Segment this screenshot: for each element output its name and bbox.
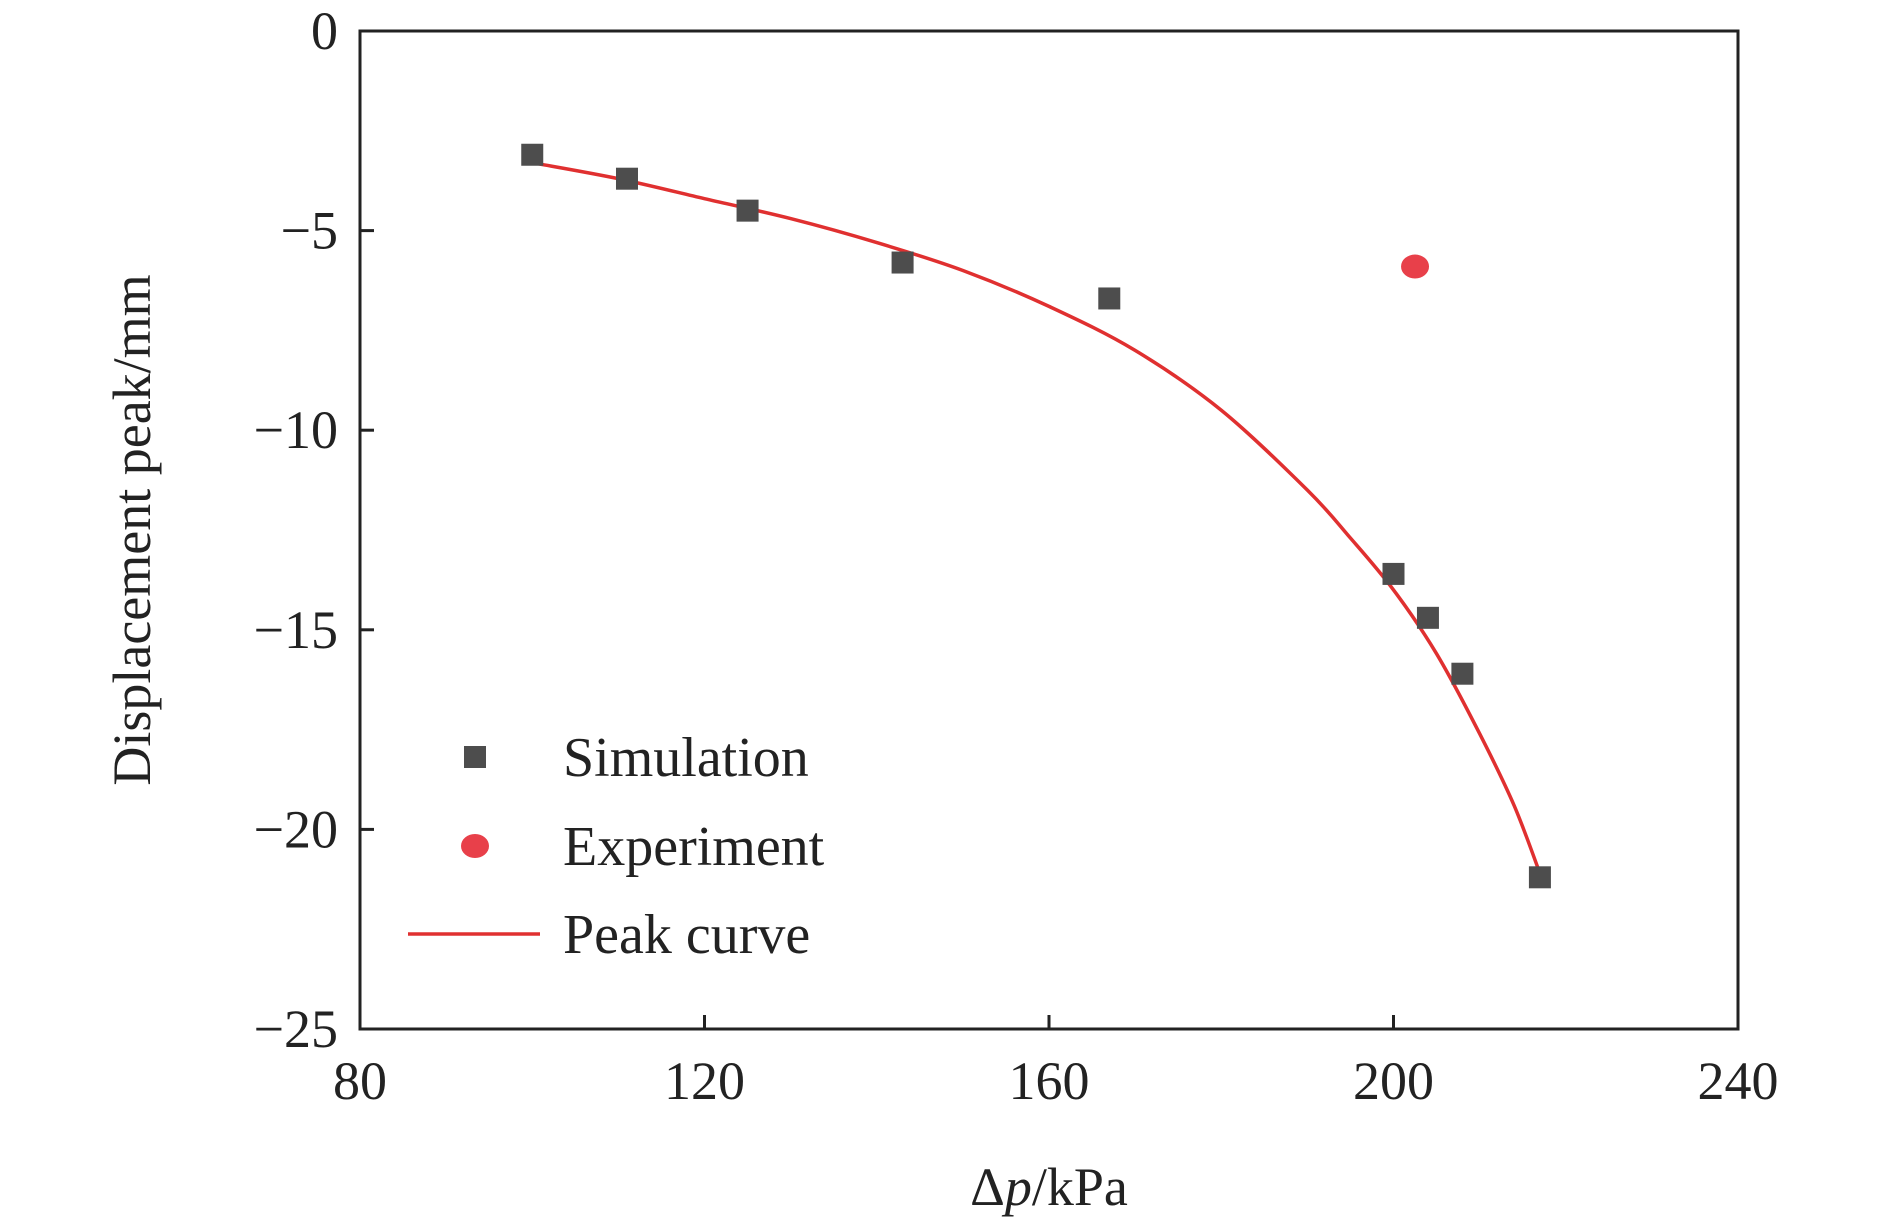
y-tick-label: 0	[311, 1, 338, 61]
simulation-point	[1382, 562, 1405, 585]
experiment-series	[1401, 254, 1430, 279]
x-tick-label: 80	[333, 1051, 387, 1111]
simulation-point	[615, 167, 638, 190]
y-tick-label: −5	[281, 201, 338, 261]
y-ticks: 0 −5 −10 −15 −20 −25	[254, 1, 374, 1059]
y-axis-label: Displacement peak/mm	[102, 274, 162, 785]
x-tick-label: 160	[1009, 1051, 1090, 1111]
y-tick-label: −10	[254, 400, 338, 460]
simulation-series	[521, 143, 1551, 889]
x-tick-label: 200	[1353, 1051, 1434, 1111]
legend-simulation-marker	[464, 746, 486, 768]
simulation-point	[1098, 287, 1121, 310]
legend-label: Peak curve	[563, 904, 810, 966]
simulation-point	[1416, 606, 1439, 629]
simulation-point	[736, 199, 759, 222]
x-ticks: 80 120 160 200 240	[333, 1015, 1779, 1111]
simulation-point	[891, 251, 914, 274]
x-tick-label: 120	[664, 1051, 745, 1111]
x-tick-label: 240	[1698, 1051, 1779, 1111]
simulation-point	[521, 143, 544, 166]
simulation-point	[1528, 866, 1551, 889]
x-axis-label: Δp/kPa	[970, 1157, 1128, 1217]
y-tick-label: −15	[254, 600, 338, 660]
legend-label: Simulation	[563, 727, 809, 789]
legend: Simulation Experiment Peak curve	[408, 727, 825, 966]
legend-experiment-marker	[461, 834, 489, 858]
y-tick-label: −25	[254, 999, 338, 1059]
simulation-point	[1451, 662, 1474, 685]
y-tick-label: −20	[254, 799, 338, 859]
experiment-point	[1401, 254, 1430, 279]
legend-label: Experiment	[563, 816, 825, 878]
